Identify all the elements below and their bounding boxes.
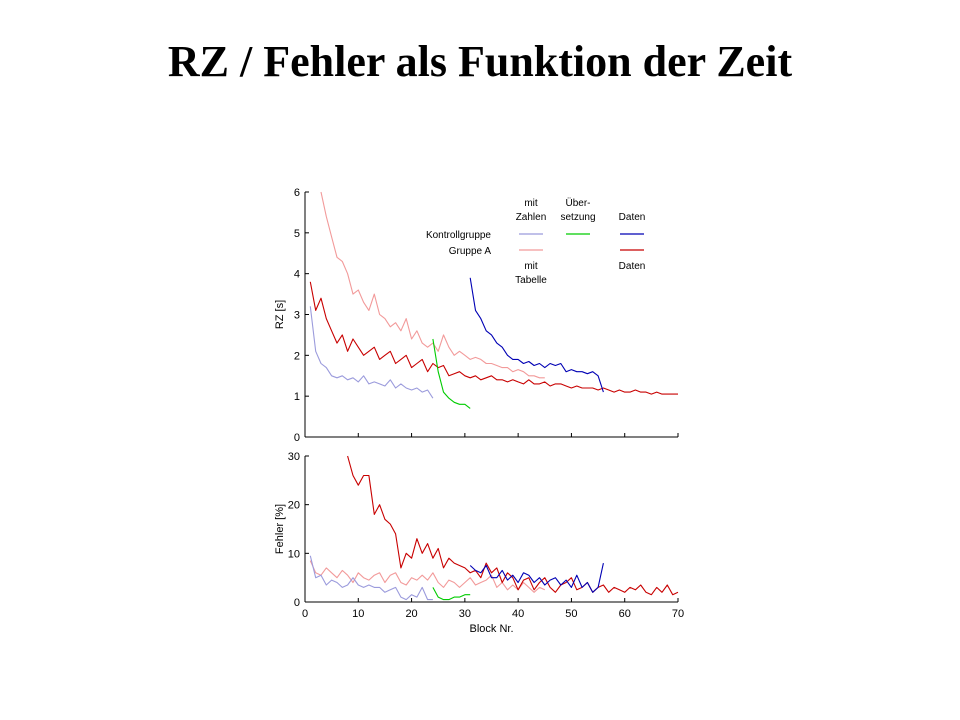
- rz-y-axis-label: RZ [s]: [274, 300, 286, 329]
- fehler-x-axis-label: Block Nr.: [469, 623, 513, 635]
- fehler-y-tick-label: 20: [288, 500, 300, 512]
- fehler-series-gruppeA-tabelle: [309, 560, 546, 593]
- rz-y-tick-label: 0: [294, 432, 300, 444]
- fehler-panel: 0 10 20 30 0 10 20 30 40 50 60 70 Fehler [%] Block Nr…: [274, 451, 684, 635]
- fehler-x-tick-label: 40: [512, 608, 524, 620]
- legend-col-header: setzung: [560, 212, 595, 223]
- fehler-y-axis-label: Fehler [%]: [274, 504, 286, 554]
- legend-row-label: Gruppe A: [449, 246, 492, 257]
- fehler-x-tick-label: 0: [302, 608, 308, 620]
- fehler-x-tick-label: 30: [459, 608, 471, 620]
- fehler-x-tick-label: 70: [672, 608, 684, 620]
- fehler-y-tick-label: 10: [288, 548, 300, 560]
- legend-col-footer: mit: [524, 261, 538, 272]
- rz-series-kontroll-daten: [469, 277, 604, 393]
- fehler-series-gruppeA-daten: [347, 455, 679, 596]
- fehler-y-tick-label: 0: [294, 597, 300, 609]
- rz-series-uebersetzung: [432, 338, 471, 409]
- legend-col-footer: Tabelle: [515, 275, 547, 286]
- fehler-y-tick-label: 30: [288, 451, 300, 463]
- rz-y-tick-label: 1: [294, 391, 300, 403]
- fehler-series-uebersetzung: [432, 587, 471, 601]
- rz-series-gruppeA-tabelle: [320, 191, 545, 379]
- rz-y-tick-label: 4: [294, 269, 300, 281]
- legend-col-header: Daten: [619, 212, 646, 223]
- fehler-series-kontroll-daten: [469, 562, 604, 593]
- rz-y-tick-label: 2: [294, 350, 300, 362]
- rz-y-tick-label: 3: [294, 310, 300, 322]
- page-title: RZ / Fehler als Funktion der Zeit: [167, 37, 793, 86]
- fehler-series-kontroll-zahlen: [309, 555, 433, 601]
- fehler-x-tick-label: 10: [352, 608, 364, 620]
- fehler-x-tick-label: 50: [565, 608, 577, 620]
- fehler-x-tick-label: 20: [405, 608, 417, 620]
- rz-y-tick-label: 5: [294, 228, 300, 240]
- legend-col-header: mit: [524, 198, 538, 209]
- legend-col-header: Zahlen: [516, 212, 547, 223]
- rz-y-tick-label: 6: [294, 187, 300, 199]
- legend-col-header: Über-: [565, 197, 590, 209]
- rz-series-kontroll-zahlen: [309, 306, 434, 399]
- rz-series-gruppeA-daten: [309, 281, 678, 395]
- legend-row-label: Kontrollgruppe: [426, 230, 491, 241]
- legend: mit Zahlen Über-setzung Daten Kontrollgruppe…: [426, 197, 645, 286]
- fehler-x-tick-label: 60: [619, 608, 631, 620]
- rz-panel: 0 1 2 3 4 5 6 RZ [s]: [274, 187, 679, 444]
- legend-col-footer: Daten: [619, 261, 646, 272]
